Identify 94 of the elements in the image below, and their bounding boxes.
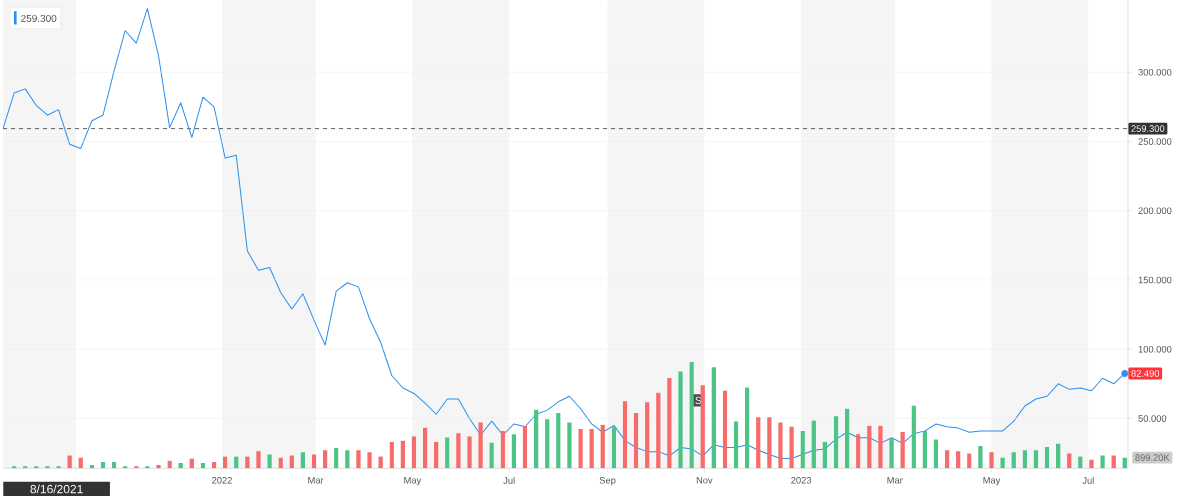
bar <box>556 412 561 469</box>
bar <box>267 454 272 469</box>
x-tick-label: May <box>983 476 1001 486</box>
y-tick-label: 100.000 <box>1138 345 1172 353</box>
x-tick-label: May <box>404 476 422 486</box>
bar <box>1056 443 1061 469</box>
bar <box>311 454 317 469</box>
bar <box>800 430 805 469</box>
bar <box>844 408 850 469</box>
bar <box>711 367 716 469</box>
bar <box>756 417 761 469</box>
bar <box>567 422 572 469</box>
bar <box>856 434 861 469</box>
bar <box>689 361 694 469</box>
bar <box>411 436 417 469</box>
bar <box>500 430 505 469</box>
bar <box>478 422 483 469</box>
bar <box>745 387 750 469</box>
bar <box>467 436 472 469</box>
bar <box>1033 450 1039 469</box>
bar <box>1022 450 1027 469</box>
bar <box>667 377 672 469</box>
bar <box>944 450 950 469</box>
bar <box>534 409 539 469</box>
text: 8/16/2021 <box>30 484 83 494</box>
bar <box>389 441 394 469</box>
bar <box>645 402 650 469</box>
bar <box>633 412 639 469</box>
bar <box>422 427 428 469</box>
bar <box>811 420 816 469</box>
bar <box>1000 457 1005 469</box>
bar <box>878 425 883 469</box>
bar <box>733 421 739 469</box>
text: 899.20K <box>1135 454 1170 461</box>
bar <box>867 425 872 469</box>
bar <box>900 432 905 469</box>
bar <box>1011 452 1016 469</box>
bar <box>256 451 261 469</box>
bar <box>511 434 517 469</box>
bar <box>789 426 794 469</box>
bar <box>911 405 916 469</box>
x-tick-label: Jul <box>503 476 515 484</box>
x-tick-label: Nov <box>696 476 713 484</box>
y-tick-label: 150.000 <box>1138 276 1172 284</box>
bar <box>45 466 50 469</box>
bar <box>933 439 939 469</box>
x-tick-label: Jul <box>1082 476 1094 484</box>
x-tick-label: Mar <box>887 476 903 484</box>
bar <box>1044 446 1050 469</box>
annotation: 259.300 <box>21 14 57 22</box>
bar <box>367 452 372 469</box>
bar <box>967 453 972 469</box>
bar <box>522 425 528 469</box>
bar <box>545 419 550 469</box>
bar <box>334 447 339 469</box>
bar <box>434 441 439 469</box>
bar <box>322 450 328 469</box>
bar <box>611 426 617 469</box>
y-tick-label: 250.000 <box>1138 138 1172 145</box>
x-tick-label: 2022 <box>212 476 232 484</box>
bar <box>833 416 839 469</box>
bar <box>578 428 583 469</box>
y-tick-label: 200.000 <box>1138 207 1172 214</box>
y-tick-label: 300.000 <box>1138 68 1172 76</box>
bar <box>156 464 161 469</box>
bar <box>700 385 705 469</box>
bar <box>889 438 894 469</box>
x-tick-label: 2023 <box>791 476 812 484</box>
x-tick-label: Mar <box>308 476 324 484</box>
bar <box>1067 453 1072 469</box>
bar <box>356 450 361 469</box>
x-tick-label: Sep <box>599 476 616 486</box>
bar <box>722 390 728 469</box>
bar <box>656 392 661 469</box>
bar <box>589 428 594 469</box>
bar <box>778 422 783 469</box>
bar <box>456 433 461 469</box>
bar <box>678 371 683 469</box>
bar <box>300 452 306 469</box>
bar <box>767 417 772 469</box>
ref-line-label: 259.300 <box>1131 125 1165 132</box>
bar <box>978 445 983 469</box>
y-tick-label: 50.000 <box>1138 415 1167 422</box>
bar <box>822 441 828 469</box>
annotation: S <box>695 396 702 404</box>
bar <box>956 451 961 469</box>
bar <box>345 450 350 469</box>
bar <box>400 440 405 469</box>
bar <box>989 452 994 469</box>
bar <box>622 401 628 469</box>
bar <box>445 437 450 469</box>
annotation: 82.490 <box>1131 370 1160 377</box>
bar <box>1089 459 1094 469</box>
bar <box>922 430 927 469</box>
